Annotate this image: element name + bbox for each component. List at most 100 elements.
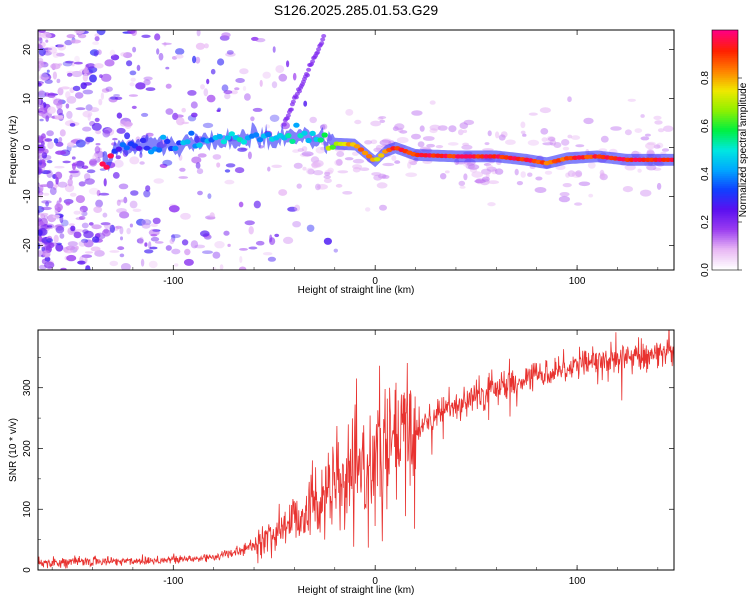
colorbar-segment <box>712 48 738 51</box>
noise-blob <box>77 260 86 265</box>
noise-blob <box>101 88 110 93</box>
colorbar-segment <box>712 176 738 179</box>
noise-blob <box>197 190 203 196</box>
colorbar-segment <box>712 248 738 251</box>
noise-blob <box>162 159 173 166</box>
colorbar-segment <box>712 36 738 39</box>
halo-blob <box>411 133 421 140</box>
track-segment <box>329 144 336 150</box>
halo-blob <box>315 183 321 191</box>
noise-blob <box>144 249 154 254</box>
noise-blob <box>286 60 290 68</box>
colorbar-segment <box>712 196 738 199</box>
halo-blob <box>645 142 656 150</box>
halo-blob <box>444 170 450 174</box>
noise-blob <box>47 92 56 98</box>
spectrogram-x-tick-label: 100 <box>569 276 586 287</box>
noise-blob <box>73 231 82 239</box>
track-segment <box>155 147 163 153</box>
noise-blob <box>70 225 76 232</box>
colorbar-segment <box>712 268 738 271</box>
snr-x-tick-label: 100 <box>569 576 586 587</box>
noise-blob <box>73 210 81 215</box>
noise-blob <box>65 91 71 99</box>
noise-blob <box>152 217 161 224</box>
halo-blob <box>417 141 425 148</box>
halo-blob <box>583 117 594 125</box>
noise-blob <box>175 54 184 59</box>
noise-blob <box>38 235 43 242</box>
halo-blob <box>486 164 493 170</box>
colorbar-segment <box>712 130 738 133</box>
noise-blob <box>112 172 120 179</box>
halo-blob <box>352 151 359 156</box>
noise-blob <box>89 49 100 56</box>
noise-blob <box>85 104 93 111</box>
noise-blob <box>84 251 94 254</box>
colorbar-segment <box>712 224 738 227</box>
noise-blob <box>118 199 128 203</box>
noise-blob <box>57 181 68 188</box>
noise-blob <box>38 89 45 97</box>
noise-blob <box>55 150 67 155</box>
noise-blob <box>38 30 46 33</box>
track-segment <box>353 144 361 149</box>
colorbar-segment <box>712 174 738 177</box>
colorbar-segment <box>712 60 738 63</box>
noise-blob <box>74 30 85 34</box>
track-segment <box>224 135 231 141</box>
noise-blob <box>242 86 247 91</box>
halo-blob <box>324 171 331 176</box>
noise-blob <box>45 39 49 43</box>
noise-blob <box>143 76 153 81</box>
track-segment <box>265 131 272 138</box>
halo-blob <box>459 122 469 129</box>
spectrogram-x-tick-label: 0 <box>372 276 378 287</box>
noise-blob <box>250 116 255 122</box>
colorbar-segment <box>712 108 738 111</box>
noise-blob <box>38 60 44 69</box>
noise-blob <box>230 90 238 95</box>
noise-blob <box>239 68 249 75</box>
snr-y-tick-label: 100 <box>22 500 33 517</box>
noise-blob <box>217 58 225 66</box>
noise-blob <box>141 34 151 38</box>
noise-blob <box>135 82 146 90</box>
noise-blob <box>207 193 212 199</box>
halo-blob <box>535 176 543 181</box>
halo-blob <box>447 142 459 146</box>
colorbar-segment <box>712 188 738 191</box>
noise-blob <box>55 244 64 252</box>
streak-blob <box>321 34 327 38</box>
spectrogram-y-tick-label: 0 <box>22 144 33 150</box>
noise-blob <box>45 115 49 122</box>
noise-blob <box>78 215 86 220</box>
noise-blob <box>76 160 85 169</box>
halo-blob <box>634 128 643 134</box>
colorbar-segment <box>712 182 738 185</box>
noise-blob <box>44 261 55 269</box>
noise-blob <box>153 178 164 184</box>
halo-blob <box>547 136 556 142</box>
noise-blob <box>83 67 89 75</box>
noise-blob <box>95 143 101 146</box>
noise-blob <box>75 107 86 111</box>
colorbar-segment <box>712 264 738 267</box>
colorbar-tick-label: 0.4 <box>700 167 711 181</box>
noise-blob <box>136 238 144 244</box>
halo-blob <box>627 98 636 102</box>
noise-blob <box>41 152 48 159</box>
track-segment <box>99 161 106 167</box>
track-segment <box>305 137 312 144</box>
colorbar-segment <box>712 106 738 109</box>
colorbar-segment <box>712 114 738 117</box>
halo-blob <box>344 157 354 161</box>
noise-blob <box>174 114 184 118</box>
halo-blob <box>640 189 652 197</box>
halo-blob <box>426 143 435 148</box>
noise-blob <box>71 70 83 78</box>
noise-blob <box>197 153 207 158</box>
halo-blob <box>644 133 651 137</box>
snr-frame <box>37 329 675 571</box>
colorbar-segment <box>712 54 738 57</box>
